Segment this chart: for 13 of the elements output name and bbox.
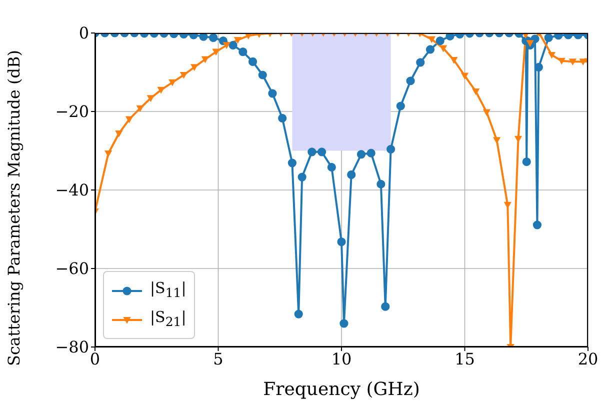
legend-label: |S$_{11}$| <box>150 279 186 300</box>
legend-label: |S$_{21}$| <box>150 308 186 329</box>
x-tick-label: 20 <box>578 349 598 368</box>
y-tick-label: −40 <box>55 180 89 200</box>
y-axis-title: Scattering Parameters Magnitude (dB) <box>4 50 24 366</box>
x-tick-label: 15 <box>454 349 475 368</box>
y-tick-label: −80 <box>55 338 89 357</box>
x-axis-title: Frequency (GHz) <box>263 379 420 400</box>
y-tick-label: −20 <box>55 102 89 122</box>
x-tick-label: 10 <box>331 349 352 368</box>
y-tick-label: 0 <box>78 24 89 43</box>
y-tick-label: −60 <box>55 259 89 278</box>
x-tick-label: 5 <box>213 349 224 368</box>
